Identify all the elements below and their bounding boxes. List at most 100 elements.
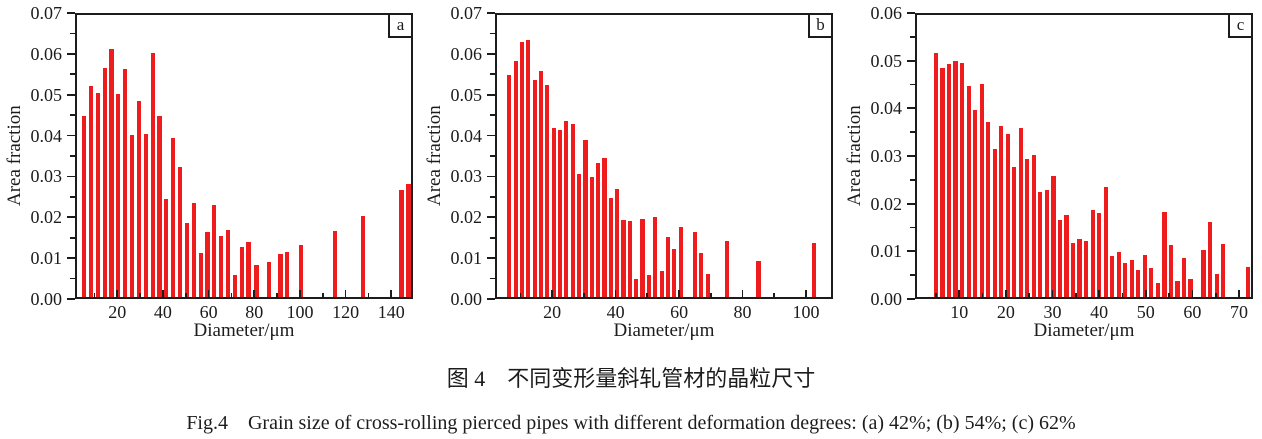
histogram-bar xyxy=(513,61,518,299)
y-axis-tick xyxy=(67,134,75,137)
histogram-bar xyxy=(82,116,87,299)
caption-english: Fig.4 Grain size of cross-rolling pierce… xyxy=(186,412,1076,434)
histogram-bar xyxy=(634,278,639,299)
y-axis-tick xyxy=(487,257,495,259)
y-axis-tick xyxy=(487,134,495,137)
histogram-bar xyxy=(615,188,620,299)
histogram-bar xyxy=(1162,212,1167,299)
x-axis-minor-tick xyxy=(1074,293,1077,297)
x-axis-tick xyxy=(162,290,164,297)
histogram-bar xyxy=(1044,190,1050,299)
histogram-bar xyxy=(940,68,945,299)
right-spine xyxy=(411,13,413,299)
y-axis-tick xyxy=(487,53,495,55)
histogram-bar xyxy=(1123,263,1128,299)
y-tick-label: 0.06 xyxy=(30,43,63,64)
histogram-bar xyxy=(191,203,196,299)
x-tick-label: 60 xyxy=(670,302,689,322)
x-axis-tick xyxy=(741,290,744,297)
x-axis-minor-tick xyxy=(1214,293,1217,297)
x-axis-minor-tick xyxy=(1168,293,1170,297)
y-axis-tick xyxy=(67,175,75,178)
histogram-bar xyxy=(992,149,997,299)
y-axis-tick xyxy=(67,257,75,259)
x-axis-minor-tick xyxy=(321,293,324,297)
histogram-bar xyxy=(406,184,411,299)
histogram-bar xyxy=(973,110,978,299)
histogram-bar xyxy=(177,166,183,299)
histogram-bar xyxy=(756,261,761,299)
plot-area-a xyxy=(67,12,413,300)
x-tick-label: 60 xyxy=(199,302,218,322)
histogram-bar xyxy=(724,241,729,299)
x-axis-tick xyxy=(207,290,210,297)
histogram-bar xyxy=(102,67,107,299)
histogram-bar xyxy=(933,52,939,299)
x-axis-tick xyxy=(253,290,256,297)
y-axis-minor-tick xyxy=(70,114,75,116)
x-axis-tick xyxy=(958,290,961,297)
left-spine xyxy=(75,13,77,299)
y-axis-tick xyxy=(67,298,75,300)
histogram-bar xyxy=(627,221,632,299)
histogram-bar xyxy=(285,252,290,299)
histogram-bar xyxy=(1208,222,1213,299)
histogram-bar xyxy=(1129,260,1134,299)
histogram-bar xyxy=(999,125,1004,299)
histogram-bar xyxy=(1221,244,1226,299)
histogram-bar xyxy=(1083,240,1089,299)
top-spine xyxy=(75,13,413,15)
histogram-bar xyxy=(1090,210,1095,299)
histogram-bar xyxy=(171,137,176,299)
y-axis-minor-tick xyxy=(490,236,495,239)
histogram-bar xyxy=(1214,273,1219,299)
x-tick-label: 20 xyxy=(543,302,562,322)
x-axis-tick xyxy=(1144,290,1147,297)
x-axis-tick xyxy=(1098,290,1100,297)
histogram-bar xyxy=(507,74,512,299)
histogram-bar xyxy=(198,252,203,299)
y-axis-minor-tick xyxy=(910,226,915,229)
histogram-bar xyxy=(88,86,94,299)
x-axis-tick xyxy=(614,290,617,297)
y-axis-minor-tick xyxy=(70,236,75,239)
y-tick-label: 0.04 xyxy=(450,125,483,146)
x-axis-minor-tick xyxy=(981,293,984,297)
y-axis-minor-tick xyxy=(490,114,495,116)
y-axis-tick xyxy=(907,59,915,62)
y-tick-label: 0.05 xyxy=(450,84,483,105)
left-spine xyxy=(915,13,917,299)
histogram-bar xyxy=(946,64,952,299)
y-axis-minor-tick xyxy=(490,155,495,157)
histogram-bar xyxy=(1116,252,1121,299)
histogram-bar xyxy=(646,275,651,299)
y-tick-label: 0.00 xyxy=(30,289,63,309)
y-tick-label: 0.05 xyxy=(870,50,903,71)
y-tick-label: 0.03 xyxy=(450,166,483,187)
y-axis-tick xyxy=(67,93,75,96)
x-tick-label: 10 xyxy=(950,302,969,322)
bottom-spine xyxy=(75,297,413,299)
histogram-bar xyxy=(1038,192,1043,299)
histogram-bar xyxy=(653,217,658,299)
y-tick-label: 0.06 xyxy=(450,43,483,64)
y-axis-tick xyxy=(67,12,75,14)
y-tick-label: 0.01 xyxy=(30,248,63,269)
histogram-bar xyxy=(278,254,283,299)
histogram-bar xyxy=(267,261,272,299)
x-axis-tick xyxy=(1051,290,1054,297)
x-tick-label: 80 xyxy=(245,302,264,322)
y-axis-minor-tick xyxy=(490,277,495,280)
x-axis-minor-tick xyxy=(773,293,776,297)
histogram-bar xyxy=(116,93,121,299)
histogram-bar xyxy=(1246,266,1251,299)
y-axis-tick xyxy=(907,155,915,157)
left-spine xyxy=(495,13,497,299)
histogram-bar xyxy=(360,216,365,299)
histogram-bar xyxy=(1097,213,1102,299)
histogram-bar xyxy=(692,232,698,299)
y-axis-tick xyxy=(487,298,495,300)
x-axis-minor-tick xyxy=(646,293,649,297)
y-tick-label: 0.04 xyxy=(30,125,63,146)
